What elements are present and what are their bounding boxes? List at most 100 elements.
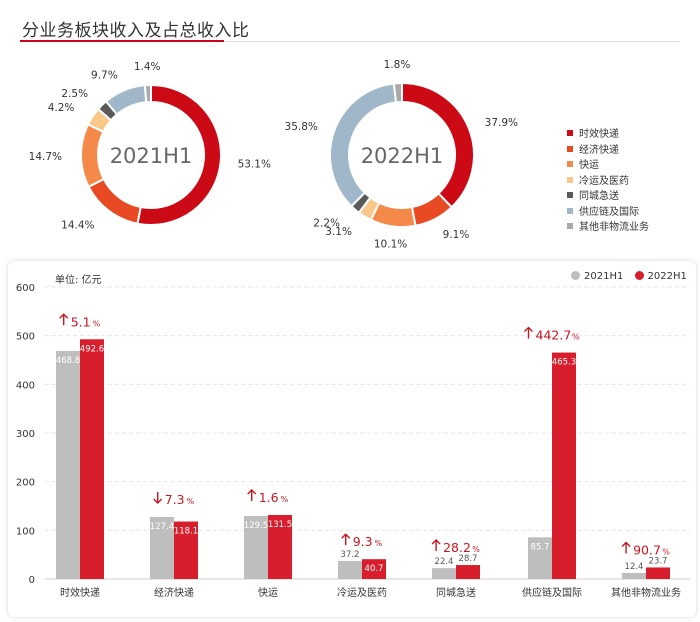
arrow-up-icon — [247, 489, 257, 495]
bar-2022H1-6 — [552, 352, 576, 579]
legend-item-7: 其他非物流业务 — [567, 220, 649, 236]
bar-label-2022H1-2: 118.1 — [174, 527, 198, 537]
growth-unit-4: % — [375, 539, 383, 548]
bar-legend-2022-label: 2022H1 — [647, 271, 687, 282]
donut-2021-label-3: 14.7% — [29, 151, 62, 163]
legend-item-6: 供应链及国际 — [567, 205, 649, 221]
legend-swatch-6 — [567, 207, 573, 214]
bar-2021H1-7 — [622, 572, 646, 579]
growth-annotation-2: 7.3% — [153, 491, 195, 507]
arrow-up-icon — [431, 539, 441, 545]
donut-2021-label-7: 1.4% — [134, 61, 161, 73]
growth-value-3: 1.6 — [259, 490, 279, 505]
bar-2021H1-5 — [432, 568, 456, 579]
bar-2021H1-3 — [244, 515, 268, 579]
ytick-100: 100 — [16, 526, 35, 537]
category-label-5: 同城急送 — [436, 586, 476, 599]
bar-2022H1-7 — [646, 567, 670, 579]
legend-label-3: 快运 — [579, 160, 599, 171]
legend-swatch-2 — [567, 145, 573, 152]
growth-annotation-6: 442.7% — [524, 326, 580, 343]
bar-label-2021H1-5: 22.4 — [435, 557, 454, 567]
donut-2022-slice-7 — [392, 81, 403, 104]
donut-2021-slice-7 — [143, 83, 152, 104]
legend-label-6: 供应链及国际 — [579, 206, 639, 218]
donut-2022-center-label: 2022H1 — [361, 144, 444, 168]
bar-label-2021H1-1: 468.8 — [56, 356, 80, 366]
bar-legend-2021-label: 2021H1 — [584, 271, 624, 282]
legend-label-1: 时效快递 — [579, 129, 619, 140]
donut-2021: 53.1% 14.4% 14.7% 4.2% 2.5%9.7% 1.4% 2021H1 — [29, 61, 271, 231]
growth-annotation-5: 28.2% — [431, 539, 480, 555]
arrow-up-icon — [621, 541, 631, 547]
title-underline — [20, 40, 224, 42]
category-label-3: 快运 — [258, 587, 278, 599]
donut-2022-label-2: 9.1% — [443, 229, 470, 241]
legend-dot-2021 — [571, 270, 580, 280]
category-label-6: 供应链及国际 — [522, 586, 582, 599]
legend-swatch-7 — [567, 223, 573, 229]
bar-label-2021H1-7: 12.4 — [625, 562, 644, 572]
donut-2021-center-label: 2021H1 — [110, 144, 193, 168]
arrow-down-icon — [153, 498, 163, 504]
donut-2022-label-3: 10.1% — [374, 238, 407, 250]
category-label-7: 其他非物流业务 — [611, 586, 681, 599]
growth-value-5: 28.2 — [443, 540, 471, 555]
growth-annotation-3: 1.6% — [247, 489, 289, 505]
bar-legend-2022: 2022H1 — [634, 270, 687, 282]
donut-2022-label-7: 1.8% — [384, 59, 411, 71]
legend-item-4: 冷运及医药 — [567, 174, 649, 190]
donut-2022-label-4: 3.1% — [325, 226, 352, 238]
donut-charts: 53.1% 14.4% 14.7% 4.2% 2.5%9.7% 1.4% 2021H1 37.… — [29, 59, 518, 250]
bar-legend: 2021H1 2022H1 — [571, 270, 695, 282]
donut-2021-label-2: 14.4% — [61, 219, 94, 231]
category-label-4: 冷运及医药 — [337, 586, 387, 599]
bar-2022H1-1 — [80, 339, 104, 579]
ytick-300: 300 — [16, 429, 35, 440]
growth-unit-5: % — [472, 545, 480, 554]
legend-swatch-3 — [567, 161, 573, 167]
legend-label-2: 经济快递 — [579, 144, 619, 156]
donut-2022: 37.9% 9.1% 10.1% 3.1%2.2% 35.8% 1.8% 2022H1 — [285, 59, 518, 250]
legend-item-3: 快运 — [567, 158, 649, 174]
bar-label-2022H1-7: 23.7 — [649, 556, 668, 566]
bar-label-2022H1-1: 492.6 — [80, 344, 104, 354]
legend-swatch-1 — [567, 130, 573, 136]
growth-unit-3: % — [281, 495, 289, 504]
growth-value-7: 90.7 — [633, 542, 661, 557]
growth-value-1: 5.1 — [71, 314, 91, 329]
bar-label-2022H1-3: 131.5 — [268, 520, 292, 530]
arrow-up-icon — [341, 533, 351, 539]
title-divider — [20, 41, 680, 42]
donut-legend: 时效快递经济快递快运冷运及医药同城急送供应链及国际其他非物流业务 — [567, 127, 649, 236]
legend-label-4: 冷运及医药 — [579, 175, 629, 187]
donut-2022-label-6: 35.8% — [285, 121, 318, 133]
bar-label-2021H1-2: 127.4 — [150, 522, 174, 532]
bar-label-2022H1-5: 28.7 — [459, 554, 478, 564]
arrow-up-icon — [524, 326, 533, 333]
ytick-600: 600 — [16, 283, 35, 294]
bar-label-2022H1-4: 40.7 — [365, 564, 384, 574]
legend-item-5: 同城急送 — [567, 189, 649, 205]
bar-2021H1-2 — [150, 516, 174, 579]
donut-2021-label-1: 53.1% — [238, 158, 271, 170]
bar-label-2021H1-4: 37.2 — [341, 550, 360, 560]
bar-legend-2021: 2021H1 — [571, 270, 624, 282]
growth-value-6: 442.7 — [536, 328, 572, 343]
category-label-2: 经济快递 — [154, 586, 194, 599]
growth-annotation-1: 5.1% — [59, 313, 101, 329]
donut-2022-label-5: 2.2% — [313, 217, 340, 229]
ytick-400: 400 — [16, 380, 35, 391]
donut-2021-label-4: 4.2% — [48, 102, 75, 114]
growth-unit-1: % — [93, 319, 101, 328]
ytick-0: 0 — [29, 575, 35, 586]
growth-value-4: 9.3 — [353, 534, 373, 549]
bar-label-2022H1-6: 465.3 — [552, 358, 576, 368]
growth-annotation-7: 90.7% — [621, 541, 670, 557]
legend-item-2: 经济快递 — [567, 143, 649, 159]
legend-label-5: 同城急送 — [579, 191, 619, 202]
bar-label-2021H1-3: 129.5 — [244, 521, 268, 531]
arrow-up-icon — [59, 313, 69, 319]
legend-dot-2022 — [634, 270, 644, 280]
bar-2021H1-1 — [56, 350, 80, 579]
